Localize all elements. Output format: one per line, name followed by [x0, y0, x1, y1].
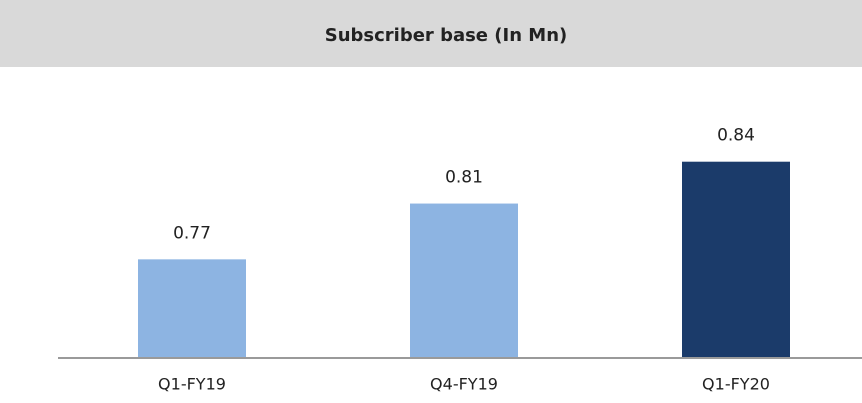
x-tick-label: Q1-FY19 [158, 375, 226, 394]
bar [682, 161, 790, 357]
chart-title: Subscriber base (In Mn) [325, 25, 568, 46]
value-label: 0.84 [717, 126, 755, 146]
x-tick-label: Q4-FY19 [430, 375, 498, 394]
x-tick-label: Q1-FY20 [702, 375, 770, 394]
value-label: 0.81 [445, 168, 483, 188]
title-banner [0, 0, 862, 67]
value-label: 0.77 [173, 223, 211, 243]
bar [138, 259, 246, 357]
bar [410, 203, 518, 357]
